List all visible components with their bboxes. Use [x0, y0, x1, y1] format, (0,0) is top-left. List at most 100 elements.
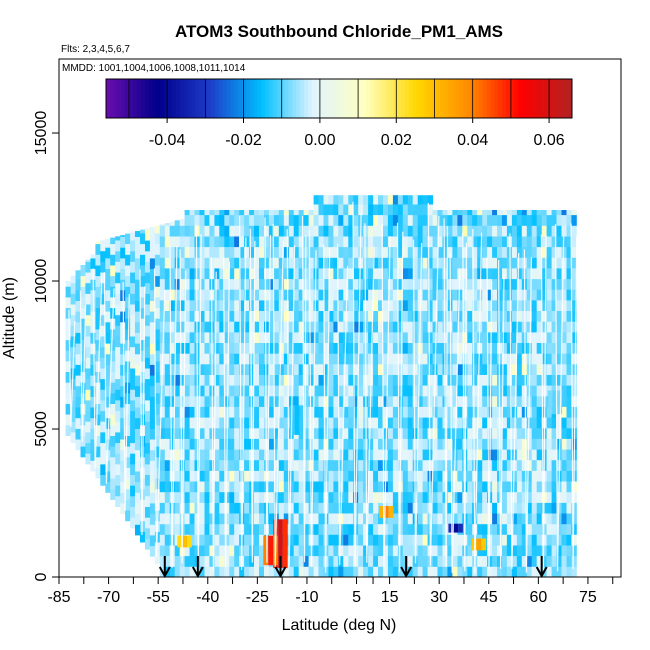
- heatmap-cell: [378, 406, 384, 418]
- heatmap-cell: [392, 214, 399, 226]
- heatmap-cell: [149, 545, 156, 557]
- heatmap-cell: [214, 299, 220, 311]
- heatmap-cell: [174, 220, 181, 226]
- heatmap-cell: [482, 406, 488, 418]
- heatmap-cell: [536, 491, 543, 503]
- heatmap-cell: [511, 278, 518, 290]
- heatmap-cell: [551, 246, 557, 258]
- heatmap-cell: [135, 279, 141, 291]
- heatmap-cell: [353, 246, 359, 258]
- heatmap-cell: [234, 449, 240, 461]
- heatmap-cell: [541, 331, 548, 343]
- heatmap-cell: [328, 481, 334, 493]
- heatmap-cell: [546, 449, 552, 461]
- heatmap-cell: [348, 331, 354, 343]
- heatmap-cell: [159, 523, 166, 535]
- heatmap-cell: [378, 374, 384, 386]
- heatmap-cell: [278, 470, 285, 482]
- heatmap-cell: [135, 396, 141, 408]
- heatmap-cell: [179, 331, 186, 343]
- heatmap-cell: [407, 321, 414, 333]
- heatmap-cell: [130, 463, 136, 475]
- heatmap-cell: [115, 336, 121, 348]
- heatmap-cell: [234, 342, 240, 354]
- heatmap-cell: [383, 523, 389, 535]
- colorbar-segment: [428, 79, 433, 118]
- colorbar-segment: [175, 79, 181, 118]
- heatmap-cell: [328, 214, 334, 226]
- heatmap-cell: [244, 342, 250, 354]
- heatmap-cell: [482, 481, 488, 493]
- heatmap-cell: [219, 257, 225, 269]
- colorbar-tick-label: -0.02: [225, 132, 262, 149]
- heatmap-cell: [392, 257, 399, 269]
- heatmap-cell: [338, 417, 344, 429]
- heatmap-cell: [159, 449, 166, 461]
- heatmap-cell: [204, 523, 210, 535]
- heatmap-cell: [130, 232, 136, 241]
- heatmap-cell: [378, 449, 384, 461]
- heatmap-cell: [100, 453, 106, 465]
- heatmap-cell: [343, 395, 349, 407]
- heatmap-cell: [427, 278, 433, 290]
- heatmap-cell: [293, 438, 300, 450]
- heatmap-cell: [457, 385, 463, 397]
- heatmap-cell: [492, 236, 498, 248]
- heatmap-cell: [308, 331, 314, 343]
- heatmap-cell: [487, 278, 493, 290]
- heatmap-cell: [556, 342, 562, 354]
- heatmap-cell: [343, 225, 349, 237]
- heatmap-cell: [338, 555, 344, 567]
- colorbar-segment: [455, 79, 460, 118]
- heatmap-cell: [145, 336, 151, 348]
- heatmap-cell: [571, 210, 577, 216]
- heatmap-cell: [273, 470, 280, 482]
- arrow-head: [158, 566, 171, 579]
- heatmap-cell: [427, 353, 433, 365]
- heatmap-cell: [348, 363, 354, 375]
- heatmap-cell: [65, 286, 71, 298]
- heatmap-cell: [229, 257, 235, 269]
- heatmap-cell: [353, 459, 359, 471]
- heatmap-cell: [571, 278, 577, 290]
- heatmap-cell: [293, 246, 300, 258]
- heatmap-cell: [437, 449, 443, 461]
- heatmap-cell: [392, 353, 399, 365]
- heatmap-cell: [154, 329, 161, 341]
- flight-track: [139, 269, 146, 535]
- heatmap-cell: [239, 417, 245, 429]
- heatmap-cell: [422, 363, 428, 375]
- heatmap-cell: [189, 246, 195, 258]
- heatmap-cell: [184, 268, 190, 280]
- heatmap-cell: [283, 427, 290, 439]
- colorbar-segment: [564, 79, 569, 118]
- heatmap-cell: [467, 210, 473, 216]
- heatmap-cell: [224, 214, 230, 226]
- heatmap-cell: [482, 289, 488, 301]
- heatmap-cell: [422, 470, 428, 482]
- heatmap-cell: [174, 545, 181, 557]
- heatmap-cell: [90, 332, 96, 344]
- heatmap-cell: [373, 385, 379, 397]
- heatmap-cell: [264, 225, 270, 237]
- heatmap-cell: [184, 459, 190, 471]
- heatmap-cell: [125, 254, 131, 266]
- heatmap-cell: [492, 374, 498, 386]
- heatmap-cell: [457, 246, 463, 258]
- heatmap-cell: [159, 225, 166, 237]
- heatmap-cell: [536, 481, 543, 493]
- heatmap-cell: [407, 417, 414, 429]
- heatmap-cell: [368, 225, 374, 237]
- heatmap-cell: [546, 353, 552, 365]
- heatmap-cell: [358, 566, 364, 578]
- flight-track: [523, 249, 533, 573]
- heatmap-cell: [65, 371, 71, 383]
- heatmap-cell: [110, 382, 116, 394]
- heatmap-cell: [214, 214, 220, 226]
- heatmap-cell: [506, 566, 513, 578]
- heatmap-cell: [571, 214, 577, 226]
- heatmap-cell: [303, 449, 309, 461]
- heatmap-cell: [308, 363, 314, 375]
- heatmap-cell: [541, 257, 548, 269]
- colorbar-segment: [339, 79, 344, 118]
